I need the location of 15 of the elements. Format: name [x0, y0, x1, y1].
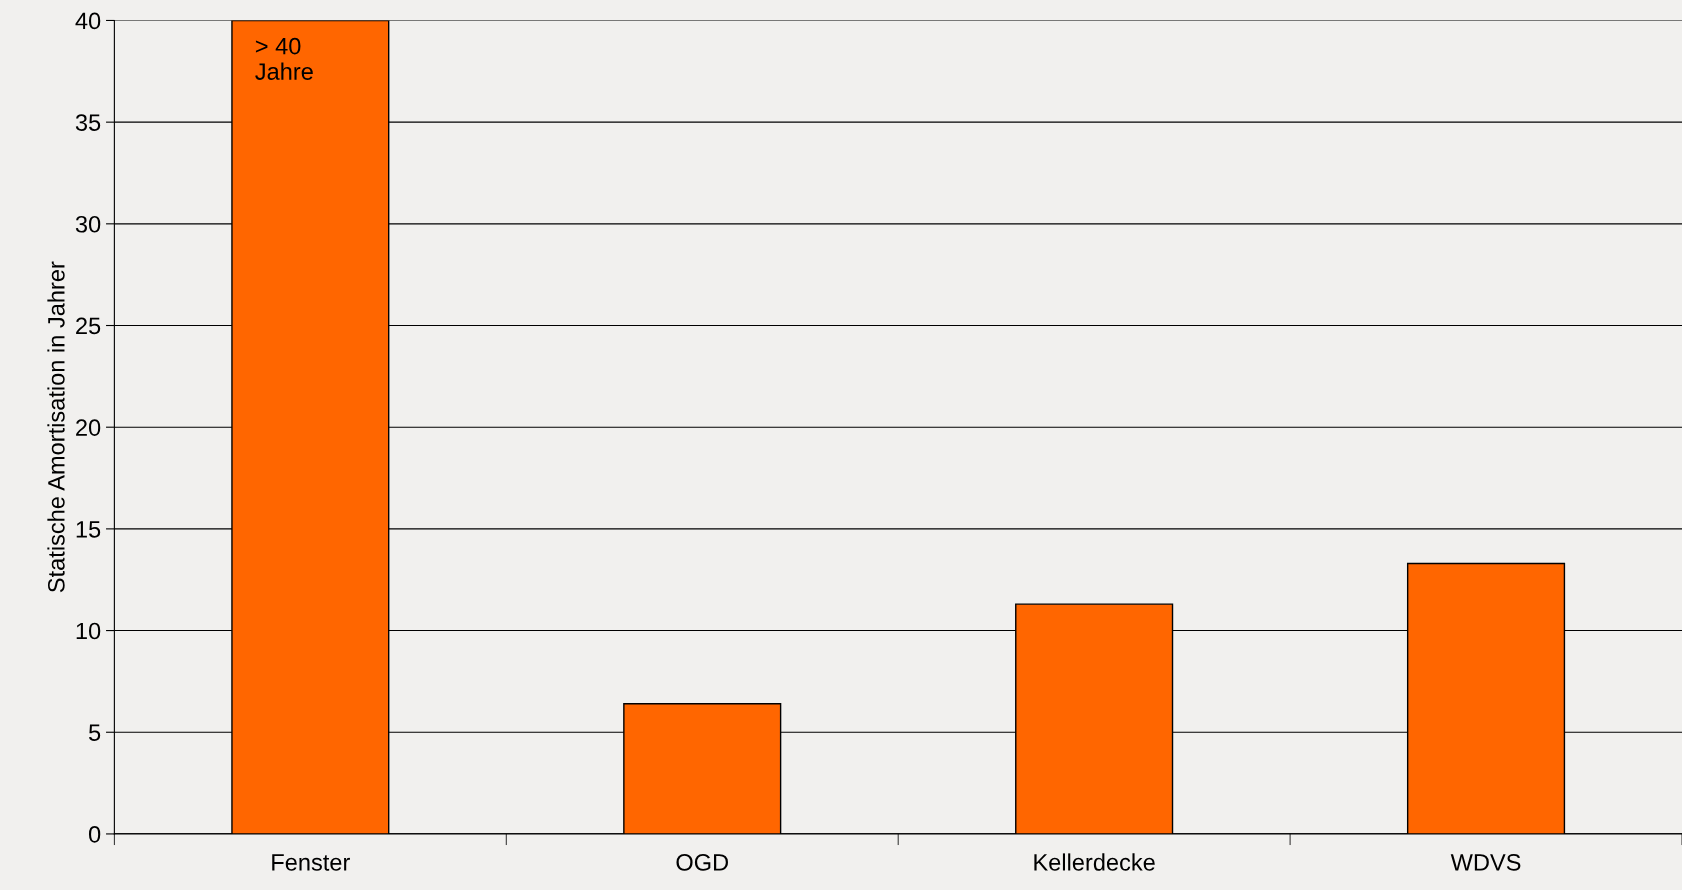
y-tick-label: 35 — [75, 114, 101, 131]
y-tick-label: 0 — [88, 826, 101, 843]
annotation: > 40 Jahre — [255, 37, 313, 80]
y-tick-label: 40 — [75, 12, 101, 30]
x-tick-label: Kellerdecke — [1034, 853, 1155, 871]
x-tick-label: Fenster — [272, 854, 350, 871]
y-tick-label: 30 — [75, 215, 101, 233]
y-tick-label: 10 — [76, 622, 101, 640]
y-tick-label: 5 — [89, 724, 101, 742]
y-tick-label: 25 — [76, 317, 101, 335]
y-axis-title: Statische Amortisation in Jahrer — [47, 261, 65, 593]
y-tick-label: 20 — [76, 419, 101, 436]
y-tick-label: 15 — [76, 521, 101, 538]
x-tick-label: WDVS — [1450, 854, 1521, 871]
x-tick-label: OGD — [676, 854, 728, 871]
